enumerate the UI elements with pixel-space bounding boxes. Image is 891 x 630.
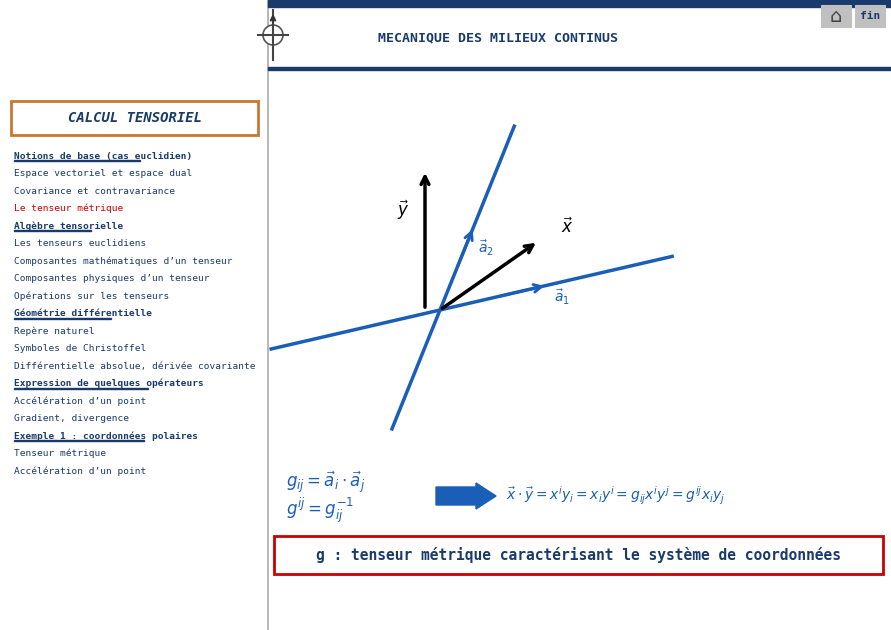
Bar: [14, 318, 111, 319]
Text: ⌂: ⌂: [830, 6, 842, 25]
Text: Différentielle absolue, dérivée covariante: Différentielle absolue, dérivée covarian…: [14, 362, 256, 370]
Text: $\vec{x} \cdot \vec{y} = x^i y_i = x_i y^i = g_{ij} x^i y^j = g^{ij} x_i y_j$: $\vec{x} \cdot \vec{y} = x^i y_i = x_i y…: [506, 485, 725, 507]
Bar: [14, 387, 148, 389]
Bar: [14, 160, 140, 161]
Bar: [855, 5, 885, 27]
Text: Repère naturel: Repère naturel: [14, 326, 94, 336]
Bar: [268, 67, 891, 70]
FancyArrow shape: [436, 483, 496, 509]
Text: Exemple 1 : coordonnées polaires: Exemple 1 : coordonnées polaires: [14, 432, 198, 441]
Text: Composantes physiques d’un tenseur: Composantes physiques d’un tenseur: [14, 274, 209, 283]
Bar: [268, 0, 891, 7]
Text: $\vec{x}$: $\vec{x}$: [560, 217, 573, 237]
Text: Expression de quelques opérateurs: Expression de quelques opérateurs: [14, 379, 204, 388]
Text: Les tenseurs euclidiens: Les tenseurs euclidiens: [14, 239, 146, 248]
Text: CALCUL TENSORIEL: CALCUL TENSORIEL: [68, 111, 201, 125]
FancyBboxPatch shape: [274, 536, 883, 574]
Text: Accélération d’un point: Accélération d’un point: [14, 466, 146, 476]
Text: Gradient, divergence: Gradient, divergence: [14, 414, 129, 423]
FancyBboxPatch shape: [11, 101, 258, 135]
Text: $\vec{y}$: $\vec{y}$: [396, 198, 409, 222]
Text: Covariance et contravariance: Covariance et contravariance: [14, 186, 175, 195]
Text: Composantes mathématiques d’un tenseur: Composantes mathématiques d’un tenseur: [14, 256, 233, 266]
Text: Accélération d’un point: Accélération d’un point: [14, 396, 146, 406]
Text: Tenseur métrique: Tenseur métrique: [14, 449, 106, 458]
Text: $\vec{a}_2$: $\vec{a}_2$: [478, 239, 494, 258]
Text: Algèbre tensorielle: Algèbre tensorielle: [14, 221, 123, 231]
Text: Espace vectoriel et espace dual: Espace vectoriel et espace dual: [14, 169, 192, 178]
Text: Opérations sur les tenseurs: Opérations sur les tenseurs: [14, 291, 169, 301]
Circle shape: [263, 25, 283, 45]
Text: $g^{ij} = g_{ij}^{-1}$: $g^{ij} = g_{ij}^{-1}$: [286, 495, 355, 525]
Text: Le tenseur métrique: Le tenseur métrique: [14, 203, 123, 213]
Text: $g_{ij} = \vec{a}_i \cdot \vec{a}_j$: $g_{ij} = \vec{a}_i \cdot \vec{a}_j$: [286, 469, 365, 495]
Bar: [821, 5, 851, 27]
Text: Notions de base (cas euclidien): Notions de base (cas euclidien): [14, 151, 192, 161]
Text: Symboles de Christoffel: Symboles de Christoffel: [14, 344, 146, 353]
Text: fin: fin: [860, 11, 880, 21]
Text: MECANIQUE DES MILIEUX CONTINUS: MECANIQUE DES MILIEUX CONTINUS: [378, 32, 618, 45]
Bar: [14, 230, 91, 231]
Text: g : tenseur métrique caractérisant le système de coordonnées: g : tenseur métrique caractérisant le sy…: [316, 547, 841, 563]
Text: Géométrie différentielle: Géométrie différentielle: [14, 309, 152, 318]
Bar: [14, 440, 143, 441]
Text: $\vec{a}_1$: $\vec{a}_1$: [554, 287, 570, 307]
